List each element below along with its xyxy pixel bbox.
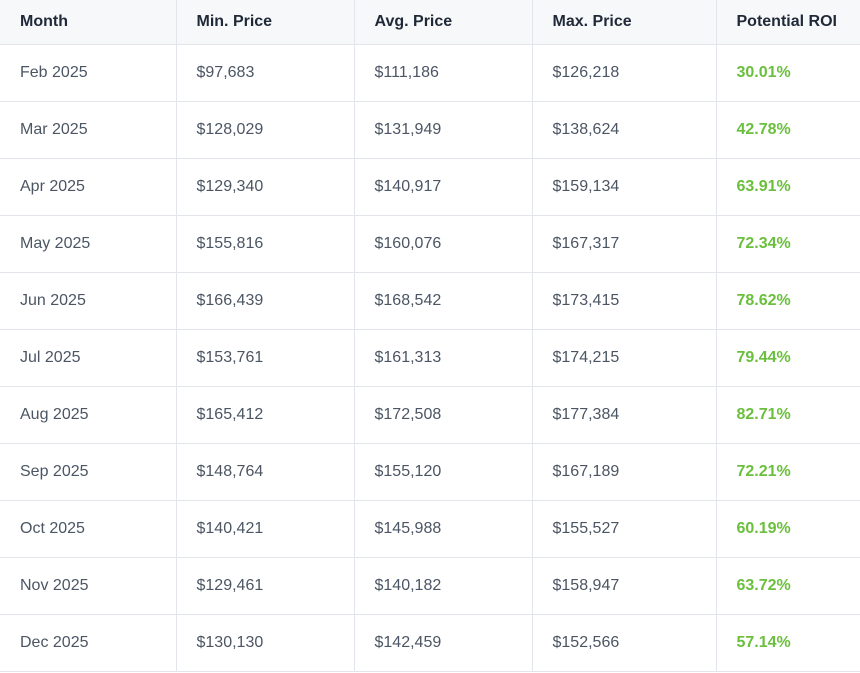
max-price-cell: $173,415 bbox=[531, 272, 717, 330]
month-cell: May 2025 bbox=[0, 215, 177, 273]
min-price-cell: $129,461 bbox=[175, 557, 355, 615]
potential-roi-cell: 63.91% bbox=[715, 158, 860, 216]
min-price-cell: $130,130 bbox=[175, 614, 355, 672]
avg-price-cell: $160,076 bbox=[353, 215, 533, 273]
avg-price-cell: $140,917 bbox=[353, 158, 533, 216]
table-row: Apr 2025 $129,340 $140,917 $159,134 63.91% bbox=[0, 158, 860, 216]
header-month: Month bbox=[0, 0, 177, 45]
month-cell: Oct 2025 bbox=[0, 500, 177, 558]
potential-roi-cell: 79.44% bbox=[715, 329, 860, 387]
avg-price-cell: $111,186 bbox=[353, 44, 533, 102]
table-row: Feb 2025 $97,683 $111,186 $126,218 30.01% bbox=[0, 44, 860, 102]
month-cell: Mar 2025 bbox=[0, 101, 177, 159]
max-price-cell: $159,134 bbox=[531, 158, 717, 216]
min-price-cell: $153,761 bbox=[175, 329, 355, 387]
potential-roi-cell: 72.34% bbox=[715, 215, 860, 273]
min-price-cell: $148,764 bbox=[175, 443, 355, 501]
avg-price-cell: $145,988 bbox=[353, 500, 533, 558]
header-potential-roi: Potential ROI bbox=[715, 0, 860, 45]
table-row: Oct 2025 $140,421 $145,988 $155,527 60.19% bbox=[0, 500, 860, 558]
max-price-cell: $158,947 bbox=[531, 557, 717, 615]
table-row: May 2025 $155,816 $160,076 $167,317 72.34% bbox=[0, 215, 860, 273]
month-cell: Nov 2025 bbox=[0, 557, 177, 615]
table-row: Mar 2025 $128,029 $131,949 $138,624 42.78% bbox=[0, 101, 860, 159]
potential-roi-cell: 60.19% bbox=[715, 500, 860, 558]
max-price-cell: $126,218 bbox=[531, 44, 717, 102]
month-cell: Apr 2025 bbox=[0, 158, 177, 216]
potential-roi-cell: 57.14% bbox=[715, 614, 860, 672]
header-max-price: Max. Price bbox=[531, 0, 717, 45]
max-price-cell: $167,189 bbox=[531, 443, 717, 501]
potential-roi-cell: 42.78% bbox=[715, 101, 860, 159]
month-cell: Sep 2025 bbox=[0, 443, 177, 501]
min-price-cell: $129,340 bbox=[175, 158, 355, 216]
table-row: Dec 2025 $130,130 $142,459 $152,566 57.14% bbox=[0, 614, 860, 672]
min-price-cell: $155,816 bbox=[175, 215, 355, 273]
table-row: Aug 2025 $165,412 $172,508 $177,384 82.71% bbox=[0, 386, 860, 444]
avg-price-cell: $142,459 bbox=[353, 614, 533, 672]
avg-price-cell: $161,313 bbox=[353, 329, 533, 387]
potential-roi-cell: 72.21% bbox=[715, 443, 860, 501]
table-body: Feb 2025 $97,683 $111,186 $126,218 30.01% Mar… bbox=[0, 44, 860, 672]
max-price-cell: $155,527 bbox=[531, 500, 717, 558]
month-cell: Jul 2025 bbox=[0, 329, 177, 387]
max-price-cell: $138,624 bbox=[531, 101, 717, 159]
potential-roi-cell: 30.01% bbox=[715, 44, 860, 102]
min-price-cell: $140,421 bbox=[175, 500, 355, 558]
max-price-cell: $152,566 bbox=[531, 614, 717, 672]
month-cell: Aug 2025 bbox=[0, 386, 177, 444]
header-row: Month Min. Price Avg. Price Max. Price P… bbox=[0, 0, 860, 45]
month-cell: Feb 2025 bbox=[0, 44, 177, 102]
month-cell: Jun 2025 bbox=[0, 272, 177, 330]
avg-price-cell: $155,120 bbox=[353, 443, 533, 501]
table-header: Month Min. Price Avg. Price Max. Price P… bbox=[0, 0, 860, 45]
max-price-cell: $167,317 bbox=[531, 215, 717, 273]
min-price-cell: $128,029 bbox=[175, 101, 355, 159]
min-price-cell: $97,683 bbox=[175, 44, 355, 102]
month-cell: Dec 2025 bbox=[0, 614, 177, 672]
avg-price-cell: $168,542 bbox=[353, 272, 533, 330]
table-row: Sep 2025 $148,764 $155,120 $167,189 72.21% bbox=[0, 443, 860, 501]
table-row: Nov 2025 $129,461 $140,182 $158,947 63.72% bbox=[0, 557, 860, 615]
avg-price-cell: $172,508 bbox=[353, 386, 533, 444]
max-price-cell: $177,384 bbox=[531, 386, 717, 444]
avg-price-cell: $131,949 bbox=[353, 101, 533, 159]
potential-roi-cell: 82.71% bbox=[715, 386, 860, 444]
header-avg-price: Avg. Price bbox=[353, 0, 533, 45]
avg-price-cell: $140,182 bbox=[353, 557, 533, 615]
table-row: Jun 2025 $166,439 $168,542 $173,415 78.62% bbox=[0, 272, 860, 330]
max-price-cell: $174,215 bbox=[531, 329, 717, 387]
potential-roi-cell: 78.62% bbox=[715, 272, 860, 330]
min-price-cell: $165,412 bbox=[175, 386, 355, 444]
header-min-price: Min. Price bbox=[175, 0, 355, 45]
table-row: Jul 2025 $153,761 $161,313 $174,215 79.44% bbox=[0, 329, 860, 387]
min-price-cell: $166,439 bbox=[175, 272, 355, 330]
potential-roi-cell: 63.72% bbox=[715, 557, 860, 615]
